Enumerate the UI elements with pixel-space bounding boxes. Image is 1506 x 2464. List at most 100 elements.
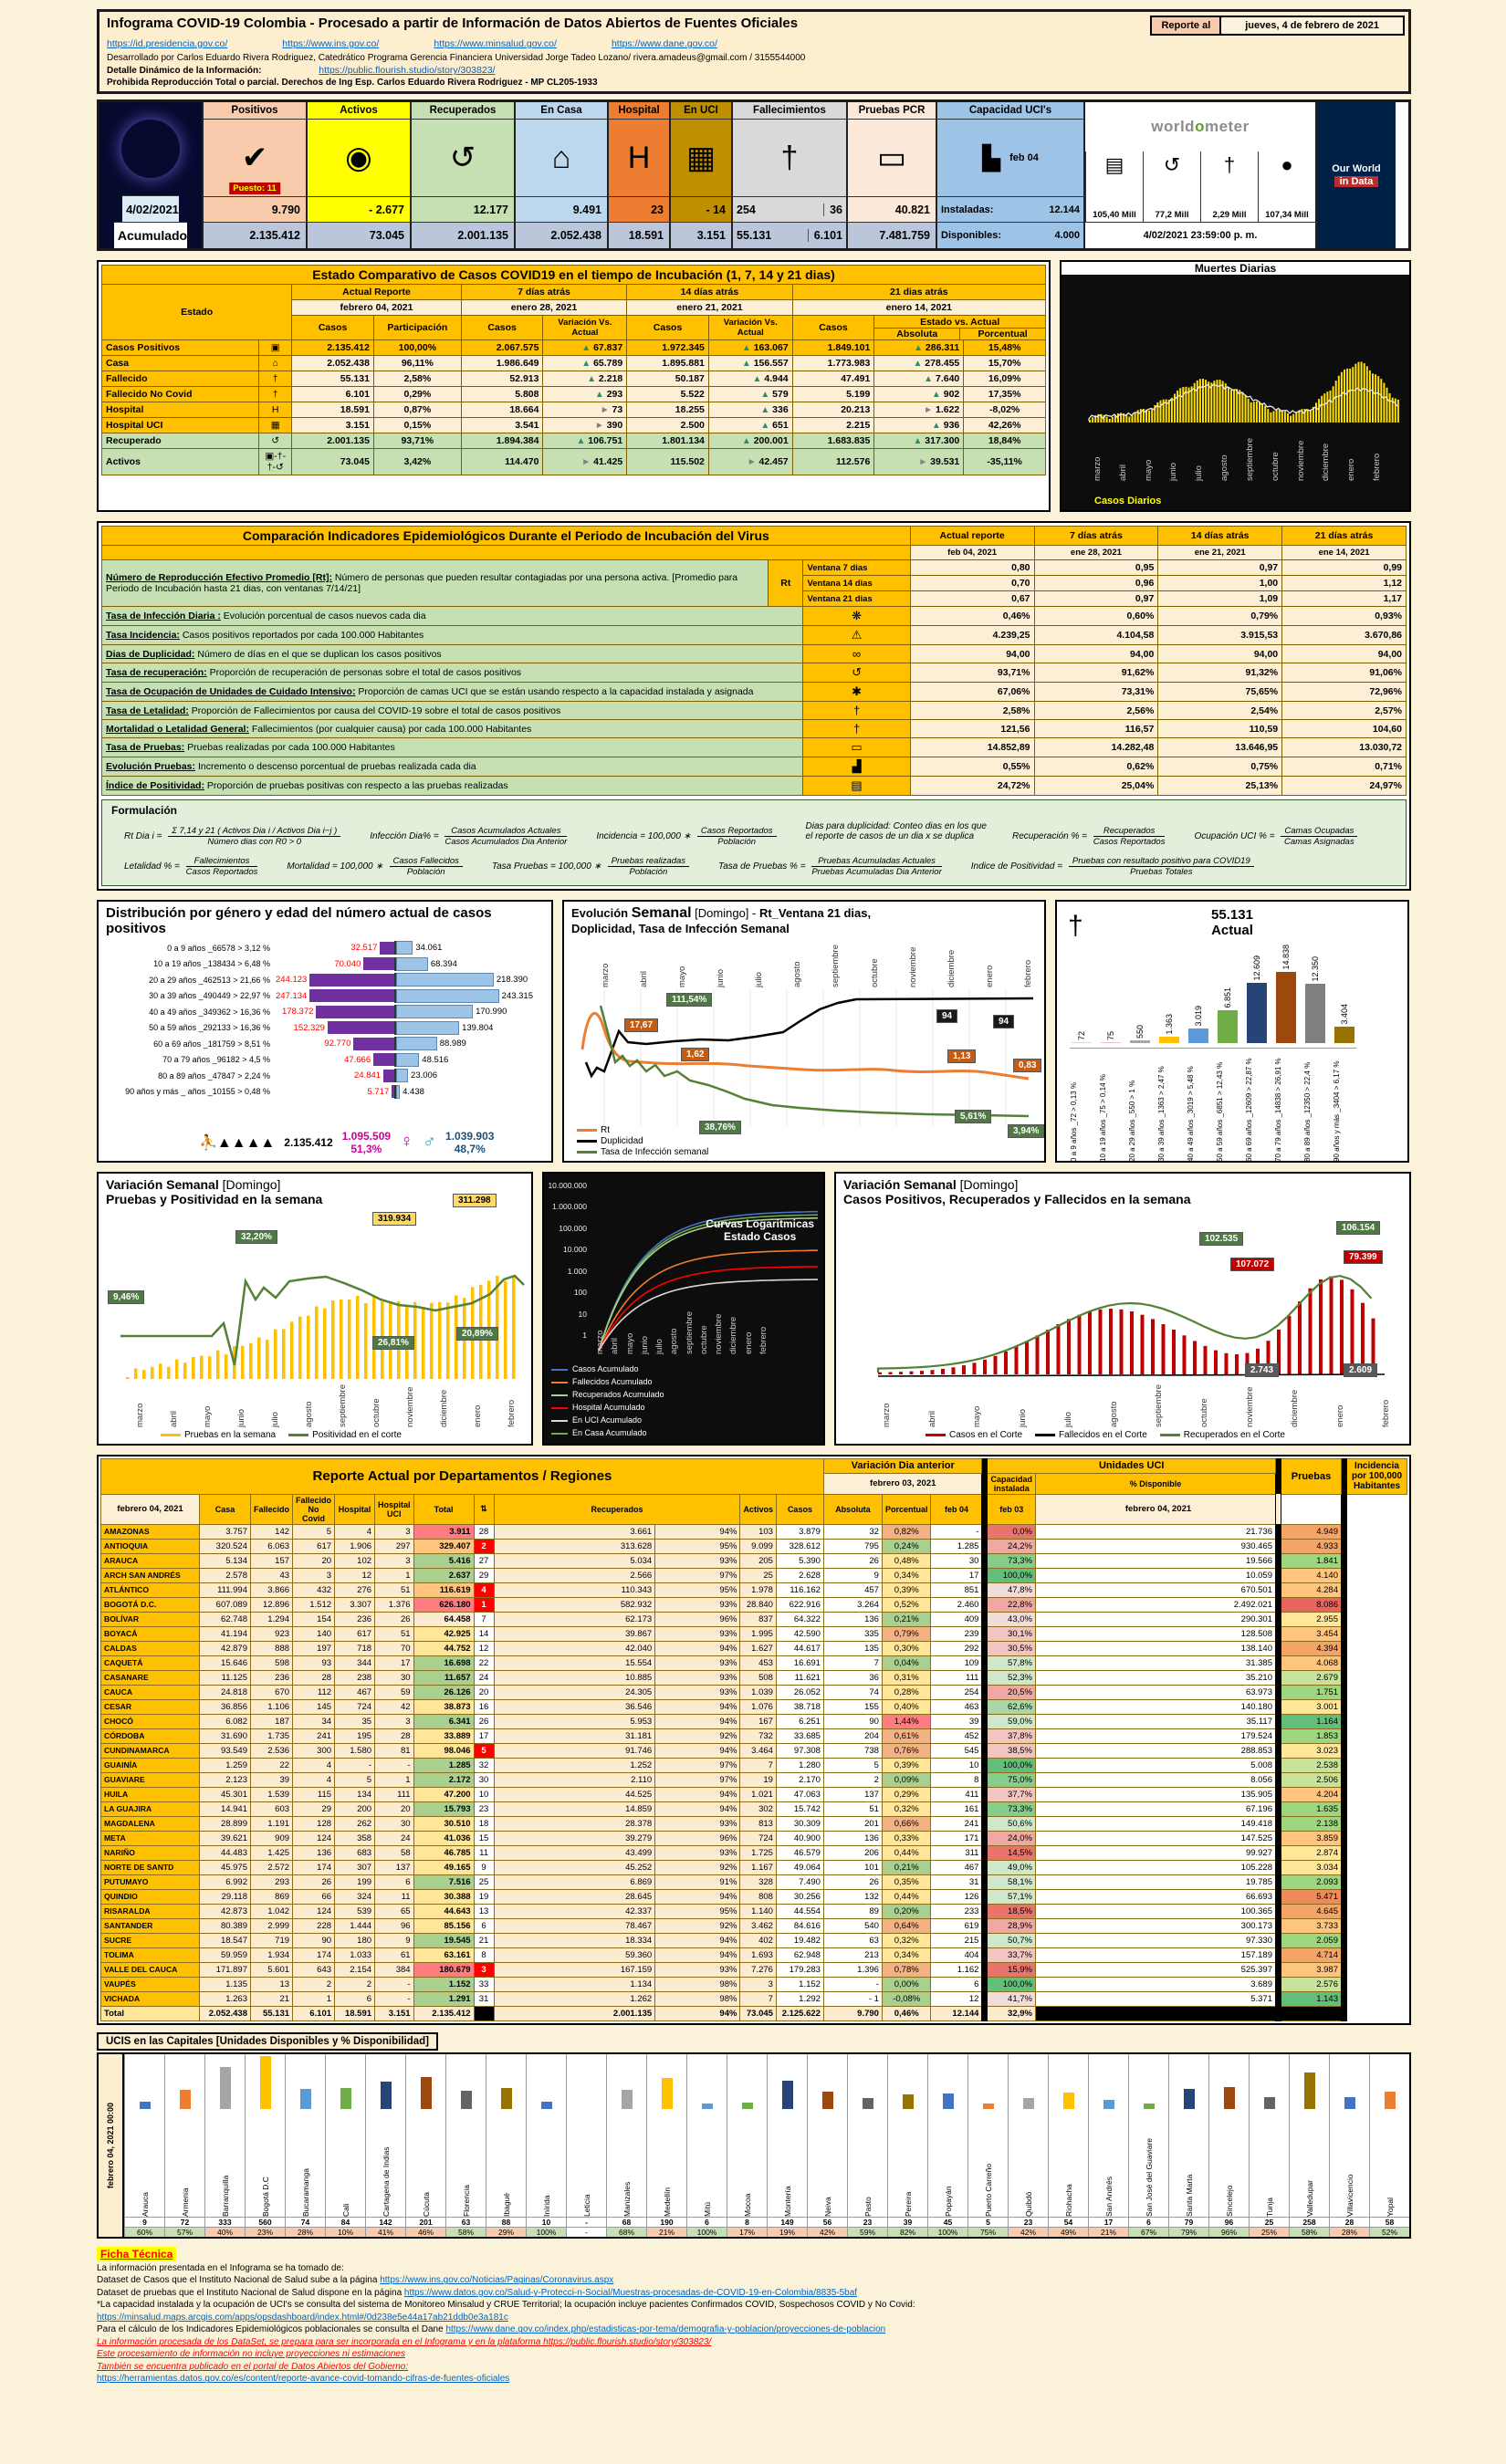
- deaths-bar-col: 12.609: [1245, 938, 1269, 1043]
- ucis-pct: 10%: [326, 2226, 365, 2237]
- log-tick: 10.000.000: [548, 1180, 587, 1190]
- ucis-bar: [500, 2087, 512, 2109]
- casos-months: marzo abril mayo junio julio agosto septiembre…: [882, 1384, 1391, 1427]
- ucis-section: UCIS en las Capitales [Unidades Disponib…: [97, 2031, 1411, 2239]
- pyramid-chart: 0 a 9 años _66578 > 3,12 % 32.517 34.061 10…: [99, 940, 551, 1100]
- stat-header: Activos: [308, 102, 410, 120]
- ucis-value: 45: [928, 2216, 967, 2227]
- ucis-city-name: Quibdó: [1023, 2191, 1033, 2217]
- month-label: octubre: [1199, 1398, 1210, 1427]
- ucis-pct: 57%: [165, 2226, 204, 2237]
- link-ins[interactable]: https://www.ins.gov.co/: [282, 38, 380, 49]
- dept-row: BOYACÁ 41.194 923 140 617 51 42.925 14 39.867 93%…: [100, 1625, 1407, 1642]
- pyramid-male: 139.804: [394, 1020, 533, 1035]
- ucis-panel: febrero 04, 2021 00:00 Arauca 9 60% Armenia…: [97, 2052, 1411, 2239]
- dept-row: CASANARE 11.125 236 28 238 30 11.657 24 10.885 93…: [100, 1669, 1407, 1686]
- estado-title: Estado Comparativo de Casos COVID19 en e…: [101, 265, 1046, 285]
- stat-cumulative: 55.131 6.101: [733, 223, 846, 248]
- ucis-value: 96: [1209, 2216, 1249, 2227]
- deaths-x-label: 70 a 79 años _14838 > 26,91 %: [1274, 1058, 1282, 1162]
- ucis-city-col: Montería 149 19%: [767, 2053, 807, 2237]
- dept-row: SUCRE 18.547 719 90 180 9 19.545 21 18.334 94% 402…: [100, 1932, 1407, 1948]
- ucis-value: 560: [246, 2216, 285, 2227]
- ficha-link[interactable]: https://www.dane.gov.co/index.php/estadi…: [445, 2324, 886, 2335]
- daily-date-label: 4/02/2021: [122, 195, 179, 222]
- pyramid-male: 170.990: [394, 1005, 533, 1019]
- female-value: 152.329: [293, 1022, 325, 1033]
- ucis-bar: [661, 2077, 673, 2109]
- month-label: enero: [1346, 458, 1357, 481]
- population-icon: ● 107,34 Mill: [1258, 151, 1315, 222]
- cases-icon-glyph: ▤: [1104, 153, 1124, 176]
- dept-row: QUINDIO 29.118 869 66 324 11 30.388 19 28.645 94%…: [100, 1888, 1407, 1905]
- ucis-pct: 21%: [1089, 2226, 1128, 2237]
- ucis-value: 79: [1169, 2216, 1208, 2227]
- annotation-fallecidos-enero: 2.743: [1245, 1363, 1280, 1377]
- ucis-bar: [1344, 2096, 1355, 2109]
- bed-icon: ▙ feb 04: [937, 120, 1083, 197]
- ficha-line: La información presentada en el Infogram…: [97, 2262, 344, 2273]
- stat-header: Positivos: [204, 102, 306, 120]
- estado-row: Recuperado ↺ 2.001.135 93,71% 1.894.384 ▲ 106…: [100, 433, 1046, 449]
- ucis-city-name: Bogotá D.C: [260, 2176, 270, 2217]
- deaths-bar: [1159, 1036, 1179, 1043]
- ucis-pct: 42%: [808, 2226, 847, 2237]
- log-tick: 1.000: [567, 1266, 587, 1276]
- ucis-city-name: Valledupar: [1304, 2179, 1314, 2217]
- fallecimientos-cum-covid: 55.131: [737, 229, 772, 242]
- recovered-icon: ↺ 77,2 Mill: [1143, 151, 1200, 222]
- stat-daily: Instaladas: 12.144: [937, 197, 1083, 223]
- link-minsalud[interactable]: https://www.minsalud.gov.co/: [434, 38, 557, 49]
- ucis-value: -: [567, 2216, 606, 2227]
- ucis-bar-area: [179, 2054, 191, 2109]
- deaths-bar-value: 550: [1135, 1024, 1145, 1039]
- ucis-bar-area: [380, 2054, 392, 2109]
- pyramid-female: 47.666: [276, 1053, 394, 1067]
- deaths-bar: [1218, 1009, 1238, 1043]
- ficha-link[interactable]: https://www.datos.gov.co/Salud-y-Protecc…: [403, 2287, 858, 2298]
- link-presidencia[interactable]: https://id.presidencia.gov.co/: [107, 38, 228, 49]
- dept-row: NORTE DE SANTD 45.975 2.572 174 307 137 49.165…: [100, 1859, 1407, 1875]
- ucis-pct: 40%: [205, 2226, 245, 2237]
- deaths-bar-col: 14.838: [1274, 938, 1298, 1043]
- ucis-city-col: Riohacha 54 49%: [1048, 2053, 1088, 2237]
- legend-item: Hospital Acumulado: [551, 1402, 664, 1415]
- ucis-bar: [179, 2089, 191, 2109]
- annotation-rt-febrero: 0,83: [1013, 1058, 1042, 1072]
- female-total: 1.095.509 51,3%: [341, 1129, 392, 1155]
- capacidad-date: feb 04: [1009, 152, 1039, 163]
- pyramid-age-label: 60 a 69 años _181759 > 8,51 %: [153, 1039, 270, 1049]
- log-tick: 1.000.000: [552, 1202, 587, 1212]
- dept-row: GUAINÍA 1.259 22 4- -1.285 32 1.252 97% 7 1.280 5 0…: [100, 1757, 1407, 1773]
- stat-cumulative: Disponibles: 4.000: [937, 223, 1083, 248]
- ucis-value: 74: [286, 2216, 325, 2227]
- ucis-value: 10: [527, 2216, 566, 2227]
- ficha-link[interactable]: https://herramientas.datos.gov.co/es/con…: [97, 2374, 510, 2385]
- ficha-line: La información procesada de los DataSet,…: [97, 2336, 712, 2347]
- link-dane[interactable]: https://www.dane.gov.co/: [611, 38, 717, 49]
- deaths-bar-col: 1.363: [1157, 938, 1181, 1043]
- female-value: 70.040: [334, 958, 361, 969]
- ucis-strip: Arauca 9 60% Armenia 72 57% Barranquilla 333 40%…: [124, 2053, 1409, 2237]
- stat-header: Recuperados: [412, 102, 514, 120]
- ucis-value: 142: [366, 2216, 405, 2227]
- ucis-pct: 100%: [527, 2226, 566, 2237]
- ficha-link[interactable]: https://minsalud.maps.arcgis.com/apps/op…: [97, 2312, 508, 2323]
- ucis-pct: 25%: [1250, 2226, 1289, 2237]
- detail-link[interactable]: https://public.flourish.studio/story/303…: [319, 65, 496, 76]
- acumulado-label: Acumulado: [113, 222, 188, 248]
- month-label: septiembre: [338, 1383, 348, 1427]
- ficha-link[interactable]: https://www.ins.gov.co/Noticias/Paginas/…: [380, 2275, 614, 2286]
- month-label: marzo: [595, 1330, 605, 1354]
- deaths-x-label: 80 a 89 años _12350 > 22,4 %: [1303, 1061, 1312, 1162]
- deaths-bar-value: 12.609: [1252, 955, 1261, 981]
- month-label: abril: [1117, 465, 1128, 481]
- month-label: junio: [236, 1408, 246, 1427]
- dept-row: CHOCÓ 6.082 187 34 35 3 6.341 26 5.953 94% 167 6.25…: [100, 1713, 1407, 1729]
- casos-semana-title: Variación Semanal [Domingo] Casos Positiv…: [843, 1176, 1191, 1206]
- ucis-city-col: San Andrés 17 21%: [1088, 2053, 1128, 2237]
- legend-item: Fallecidos en el Corte: [1035, 1430, 1147, 1440]
- muertes-diarias-panel: Muertes Diarias 25,0 K20,0 K15,0 K10,0 K…: [1060, 260, 1411, 512]
- ucis-bar: [460, 2090, 472, 2109]
